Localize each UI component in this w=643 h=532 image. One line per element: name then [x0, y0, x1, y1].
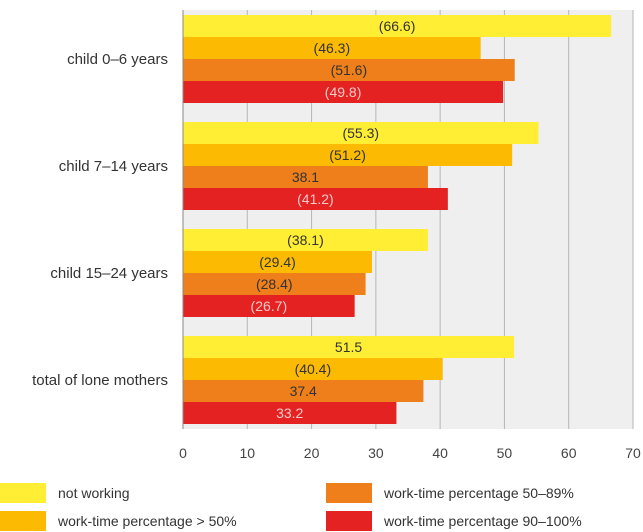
x-tick-labels: 0 10 20 30 40 50 60 70	[179, 445, 641, 461]
bar	[183, 37, 481, 59]
bar-value-label: (51.2)	[329, 147, 366, 163]
bar-value-label: (51.6)	[331, 62, 368, 78]
category-label: child 15–24 years	[50, 265, 168, 282]
x-tick-label: 10	[239, 445, 255, 461]
bar-labels: (66.6) (46.3) (51.6) (49.8) (55.3) (51.2) 38.1…	[251, 18, 416, 421]
bar-value-label: (26.7)	[251, 298, 288, 314]
legend-label: work-time percentage 50–89%	[384, 485, 574, 501]
bar	[183, 229, 428, 251]
bar-value-label: 51.5	[335, 339, 362, 355]
legend-item-work-50-89: work-time percentage 50–89%	[326, 482, 574, 504]
bar	[183, 251, 372, 273]
bar	[183, 15, 612, 37]
x-tick-label: 30	[368, 445, 384, 461]
legend-swatch	[326, 511, 372, 531]
bar-value-label: 37.4	[290, 383, 317, 399]
legend-item-not-working: not working	[0, 482, 130, 504]
bar	[183, 144, 513, 166]
bar-value-label: (46.3)	[314, 40, 351, 56]
chart: (66.6) (46.3) (51.6) (49.8) (55.3) (51.2) 38.1…	[32, 10, 641, 461]
legend-label: not working	[58, 485, 130, 501]
x-tick-label: 0	[179, 445, 187, 461]
bar-value-label: (40.4)	[295, 361, 332, 377]
bar	[183, 188, 448, 210]
category-label: total of lone mothers	[32, 372, 168, 389]
bar	[183, 358, 443, 380]
bar	[183, 295, 355, 317]
x-tick-label: 40	[432, 445, 448, 461]
bar	[183, 166, 428, 188]
category-label: child 7–14 years	[59, 158, 168, 175]
x-tick-label: 70	[625, 445, 641, 461]
bar	[183, 273, 366, 295]
bar	[183, 59, 515, 81]
legend-swatch	[326, 483, 372, 503]
category-label: child 0–6 years	[67, 51, 168, 68]
legend-item-work-over-50: work-time percentage > 50%	[0, 510, 237, 532]
x-tick-label: 60	[561, 445, 577, 461]
legend-label: work-time percentage 90–100%	[384, 513, 582, 529]
bar-value-label: 38.1	[292, 169, 319, 185]
bar-value-label: (55.3)	[342, 125, 379, 141]
bar	[183, 336, 515, 358]
legend: not working work-time percentage > 50% w…	[0, 480, 643, 532]
bar-value-label: 33.2	[276, 405, 303, 421]
bar	[183, 380, 424, 402]
bar-value-label: (41.2)	[297, 191, 334, 207]
bar	[183, 122, 539, 144]
x-tick-label: 50	[497, 445, 513, 461]
legend-swatch	[0, 483, 46, 503]
legend-label: work-time percentage > 50%	[58, 513, 237, 529]
bar	[183, 402, 397, 424]
legend-swatch	[0, 511, 46, 531]
bar-value-label: (38.1)	[287, 232, 324, 248]
bar-value-label: (28.4)	[256, 276, 293, 292]
bar-value-label: (66.6)	[379, 18, 416, 34]
bar	[183, 81, 504, 103]
category-labels: child 0–6 years child 7–14 years child 15–…	[32, 51, 168, 389]
x-tick-label: 20	[304, 445, 320, 461]
legend-item-work-90-100: work-time percentage 90–100%	[326, 510, 582, 532]
bar-value-label: (29.4)	[259, 254, 296, 270]
bar-value-label: (49.8)	[325, 84, 362, 100]
bars	[183, 15, 612, 424]
